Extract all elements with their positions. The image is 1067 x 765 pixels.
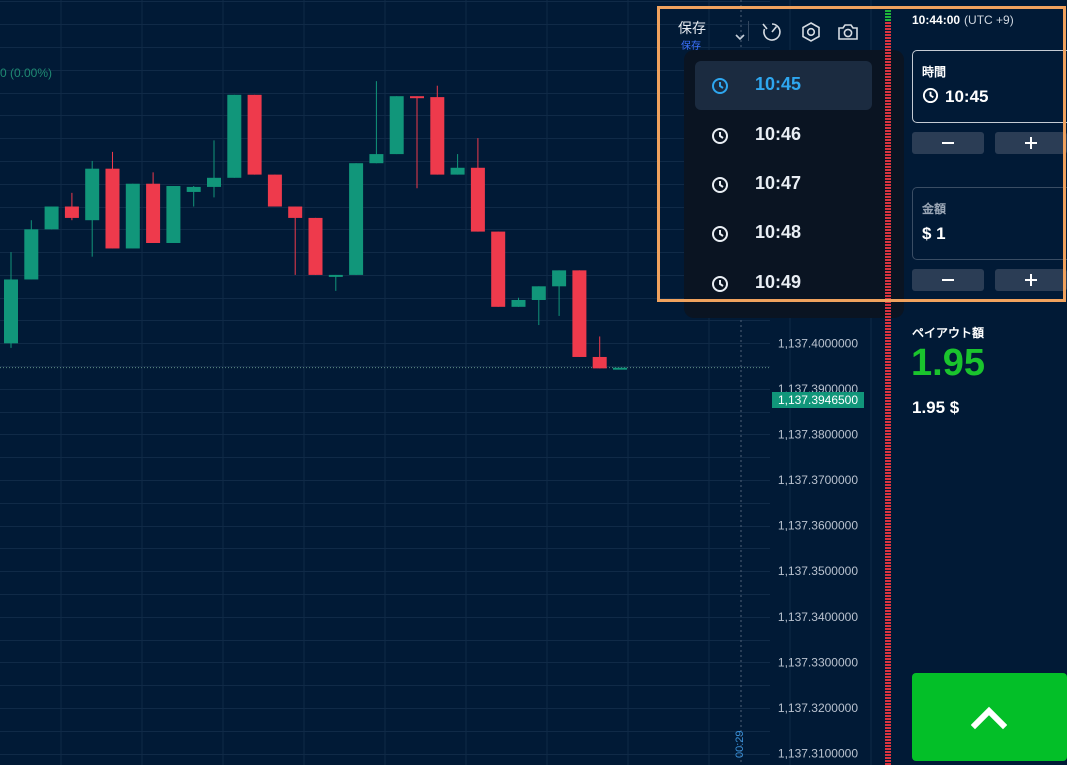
clock-icon bbox=[712, 226, 728, 242]
candle-body bbox=[125, 183, 140, 249]
candle-body bbox=[572, 270, 587, 357]
price-tick-label: 1,137.3400000 bbox=[778, 610, 858, 624]
clock-timezone: (UTC +9) bbox=[964, 13, 1014, 27]
candle-body bbox=[105, 168, 120, 249]
sentiment-bar bbox=[885, 10, 891, 765]
amount-field[interactable]: 金額 $ 1 bbox=[912, 187, 1067, 260]
plus-icon bbox=[1025, 137, 1037, 149]
save-sub-label: 保存 bbox=[681, 41, 701, 52]
candle-body bbox=[491, 231, 506, 307]
dropdown-item-label: 10:45 bbox=[755, 74, 802, 94]
time-label: 時間 bbox=[922, 65, 947, 79]
chevron-down-icon[interactable] bbox=[731, 27, 749, 45]
hexagon-settings-icon[interactable] bbox=[799, 20, 823, 44]
candle-body bbox=[410, 96, 424, 99]
clock-icon bbox=[712, 276, 728, 292]
dropdown-item-label: 10:46 bbox=[755, 124, 802, 144]
minus-icon bbox=[942, 279, 954, 281]
candle-body bbox=[349, 163, 364, 275]
candle-body bbox=[369, 154, 384, 164]
save-template-button[interactable]: 保存 保存 bbox=[675, 18, 745, 52]
time-value-row: 10:45 bbox=[922, 87, 988, 107]
candle-body bbox=[146, 183, 161, 243]
candle-body bbox=[389, 96, 404, 155]
clock-icon bbox=[712, 177, 728, 193]
price-tick-label: 1,137.3200000 bbox=[778, 701, 858, 715]
candle-body bbox=[592, 356, 607, 369]
price-tick-label: 1,137.4000000 bbox=[778, 336, 858, 350]
clock-icon bbox=[712, 78, 728, 94]
price-tick-label: 1,137.3800000 bbox=[778, 427, 858, 441]
camera-icon[interactable] bbox=[836, 20, 860, 44]
candle-body bbox=[511, 299, 526, 307]
clock-icon bbox=[712, 128, 728, 144]
candle-body bbox=[44, 206, 59, 230]
payout-value: 1.95 bbox=[911, 342, 985, 384]
price-tick-label: 1,137.3500000 bbox=[778, 564, 858, 578]
candle-body bbox=[552, 270, 567, 287]
timer-icon[interactable] bbox=[760, 20, 784, 44]
candle-body bbox=[85, 168, 100, 221]
candle-body bbox=[450, 167, 465, 175]
candle-body bbox=[227, 94, 242, 178]
call-up-button[interactable] bbox=[912, 673, 1067, 761]
server-clock: 10:44:00 (UTC +9) bbox=[912, 13, 1014, 27]
payout-amount: 1.95 $ bbox=[912, 398, 960, 417]
current-price-tag: 1,137.3946500 bbox=[772, 392, 864, 408]
dropdown-item-label: 10:48 bbox=[755, 222, 802, 242]
minus-icon bbox=[942, 142, 954, 144]
dropdown-item-1048[interactable]: 10:48 bbox=[695, 209, 872, 258]
candle-body bbox=[531, 286, 546, 300]
candle-body bbox=[288, 206, 303, 218]
time-decrease-button[interactable] bbox=[912, 132, 984, 154]
dropdown-item-label: 10:47 bbox=[755, 173, 802, 193]
price-chart[interactable]: 1,137.41000001,137.40000001,137.39000001… bbox=[0, 0, 890, 765]
amount-increase-button[interactable] bbox=[995, 269, 1067, 291]
change-label: 0 (0.00%) bbox=[0, 66, 53, 80]
candle-body bbox=[267, 174, 282, 207]
chart-grid bbox=[0, 0, 872, 765]
candle-body bbox=[308, 217, 323, 275]
dropdown-item-label: 10:49 bbox=[755, 272, 802, 292]
amount-decrease-button[interactable] bbox=[912, 269, 984, 291]
price-tick-label: 1,137.3300000 bbox=[778, 655, 858, 669]
candle-body bbox=[207, 177, 221, 187]
amount-value: $ 1 bbox=[922, 224, 946, 243]
dropdown-item-1046[interactable]: 10:46 bbox=[695, 111, 872, 160]
price-tick-label: 1,137.3700000 bbox=[778, 473, 858, 487]
expiry-timer: 00:29 bbox=[734, 730, 746, 758]
dropdown-item-1047[interactable]: 10:47 bbox=[695, 160, 872, 209]
candle-body bbox=[328, 274, 343, 277]
amount-label: 金額 bbox=[922, 202, 947, 216]
arrow-up-icon bbox=[971, 706, 1007, 730]
expiry-time-dropdown: 10:45 10:46 10:47 10:48 10:49 bbox=[684, 50, 904, 318]
time-field[interactable]: 時間 10:45 bbox=[912, 50, 1067, 123]
dropdown-item-1045[interactable]: 10:45 bbox=[695, 61, 872, 110]
candle-body bbox=[4, 279, 18, 344]
trade-panel: 10:44:00 (UTC +9) 時間 10:45 金額 $ 1 ペイアウト額 … bbox=[896, 0, 1067, 765]
candles bbox=[4, 81, 627, 370]
save-label: 保存 bbox=[678, 20, 706, 36]
plus-icon bbox=[1025, 274, 1037, 286]
payout-label: ペイアウト額 bbox=[912, 326, 985, 340]
price-tick-label: 1,137.3100000 bbox=[778, 747, 858, 761]
clock-icon bbox=[922, 87, 939, 104]
time-value: 10:45 bbox=[945, 87, 989, 106]
dropdown-item-1049[interactable]: 10:49 bbox=[695, 259, 872, 308]
candle-body bbox=[166, 186, 181, 243]
candle-body bbox=[186, 186, 201, 192]
price-tick-label: 1,137.3600000 bbox=[778, 519, 858, 533]
candle-body bbox=[470, 167, 485, 232]
candle-body bbox=[247, 94, 262, 175]
time-increase-button[interactable] bbox=[995, 132, 1067, 154]
candle-body bbox=[613, 367, 627, 370]
chart-toolbar: 保存 保存 bbox=[660, 8, 888, 52]
candle-body bbox=[24, 229, 39, 280]
candle-body bbox=[64, 206, 79, 218]
candle-body bbox=[430, 97, 445, 175]
clock-time: 10:44:00 bbox=[912, 13, 961, 27]
toolbar-divider bbox=[748, 21, 749, 41]
